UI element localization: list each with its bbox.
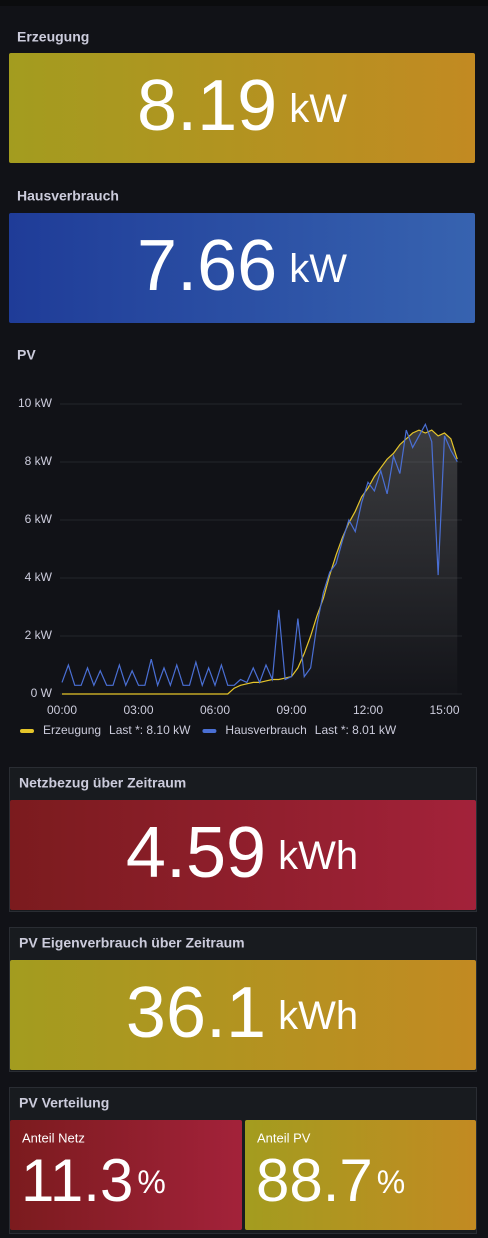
y-tick-label: 10 kW	[18, 396, 53, 410]
stat-value: 7.66	[137, 226, 277, 306]
stat-value: 88.7	[256, 1147, 373, 1214]
x-tick-label: 03:00	[123, 703, 153, 717]
stat-box	[10, 800, 476, 910]
stat-text: 11.3%	[21, 1147, 166, 1214]
series-line	[61, 422, 458, 688]
panel-title: PV Eigenverbrauch über Zeitraum	[19, 935, 245, 951]
panel-title: PV	[17, 347, 36, 363]
stat-unit: kWh	[278, 834, 358, 878]
legend-name: Hausverbrauch	[225, 723, 306, 737]
legend-last: Last *: 8.10 kW	[109, 723, 191, 737]
x-tick-label: 15:00	[429, 703, 459, 717]
x-tick-label: 09:00	[276, 703, 306, 717]
stat-box	[9, 213, 475, 323]
x-tick-label: 12:00	[353, 703, 383, 717]
legend-name: Erzeugung	[43, 723, 101, 737]
stat-box	[10, 960, 476, 1070]
stat-box	[245, 1120, 476, 1230]
stat-title: Anteil Netz	[22, 1130, 85, 1145]
panel-title: Erzeugung	[17, 29, 89, 45]
y-tick-label: 6 kW	[25, 512, 53, 526]
stat-title: Anteil PV	[257, 1130, 311, 1145]
y-tick-label: 8 kW	[25, 454, 53, 468]
y-tick-label: 4 kW	[25, 570, 53, 584]
legend-last: Last *: 8.01 kW	[315, 723, 397, 737]
panel-title: PV Verteilung	[19, 1095, 109, 1111]
legend-swatch	[20, 729, 34, 733]
stat-value: 36.1	[126, 973, 266, 1053]
stat-value: 4.59	[126, 813, 266, 893]
stat-text: 4.59 kWh	[126, 813, 358, 893]
y-tick-label: 2 kW	[25, 628, 53, 642]
x-tick-label: 06:00	[200, 703, 230, 717]
stat-unit: kW	[289, 247, 347, 291]
stat-box	[9, 53, 475, 163]
top-bar	[0, 0, 488, 6]
area	[62, 430, 458, 694]
stat-text: 8.19 kW	[137, 66, 347, 146]
stat-unit: kWh	[278, 994, 358, 1038]
panel-title: Netzbezug über Zeitraum	[19, 775, 186, 791]
panel-title: Hausverbrauch	[17, 188, 119, 204]
stat-value: 8.19	[137, 66, 277, 146]
stat-unit: kW	[289, 87, 347, 131]
stat-unit: %	[137, 1164, 165, 1200]
legend-swatch	[202, 729, 217, 733]
stat-text: 7.66 kW	[137, 226, 347, 306]
stat-value: 11.3	[21, 1147, 133, 1214]
y-tick-label: 0 W	[31, 686, 53, 700]
x-tick-label: 00:00	[47, 703, 77, 717]
stat-unit: %	[377, 1164, 405, 1200]
stat-text: 36.1 kWh	[126, 973, 358, 1053]
stat-box	[10, 1120, 242, 1230]
stat-text: 88.7%	[256, 1147, 405, 1214]
